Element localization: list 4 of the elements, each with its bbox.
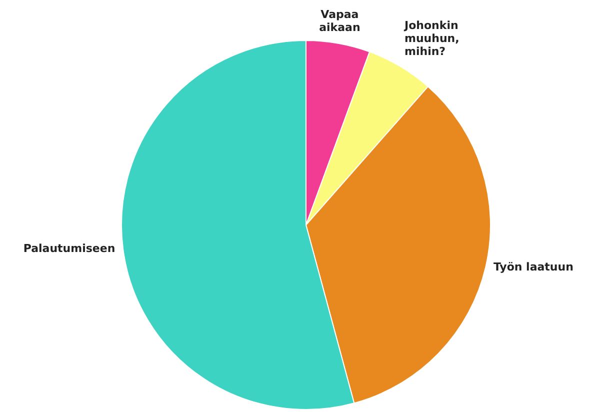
slice-label: Palautumiseen	[23, 242, 116, 256]
slice-label: Vapaa aikaan	[319, 8, 360, 34]
slice-label: Johonkin muuhun, mihin?	[404, 18, 460, 58]
slice-label: Työn laatuun	[493, 260, 574, 274]
